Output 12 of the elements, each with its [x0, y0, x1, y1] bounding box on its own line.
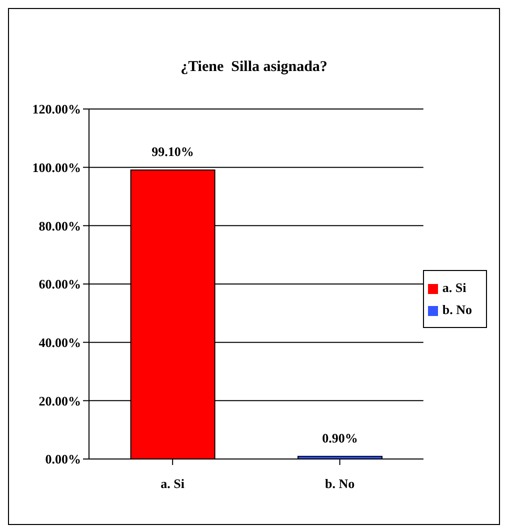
y-tick-label: 120.00%	[32, 102, 81, 117]
y-tick-label: 40.00%	[38, 334, 81, 350]
y-tick-label: 20.00%	[38, 393, 81, 408]
data-label: 0.90%	[322, 430, 358, 446]
chart-title: ¿Tiene Silla asignada?	[180, 59, 328, 77]
y-tick-label: 100.00%	[32, 160, 81, 175]
y-tick-label: 60.00%	[38, 276, 81, 292]
legend-label: b. No	[442, 302, 472, 317]
legend-label: a. Si	[442, 280, 466, 295]
y-tick-label: 0.00%	[45, 452, 81, 467]
data-label: 99.10%	[152, 144, 194, 159]
y-tick-label: 80.00%	[38, 218, 81, 234]
